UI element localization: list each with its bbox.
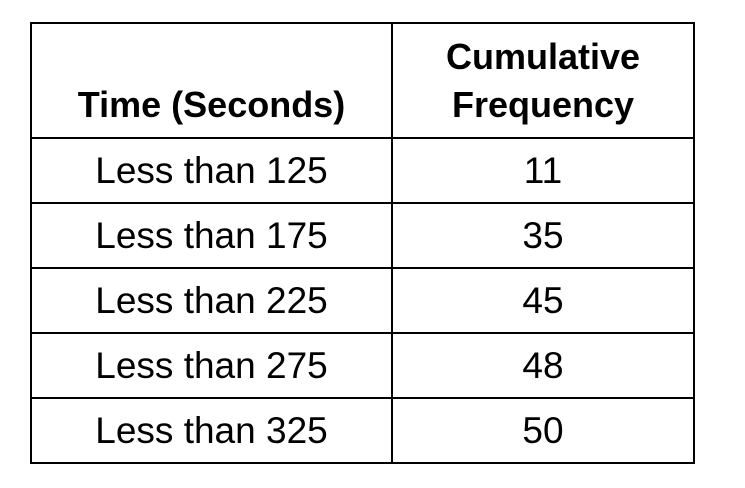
table-header: Time (Seconds) Cumulative Frequency xyxy=(30,22,695,139)
header-cumulative-label-line1: Cumulative xyxy=(445,36,641,77)
time-cell: Less than 175 xyxy=(30,202,393,269)
header-time: Time (Seconds) xyxy=(30,22,393,139)
time-cell: Less than 125 xyxy=(30,137,393,204)
header-cumulative-frequency: Cumulative Frequency xyxy=(391,22,695,139)
header-time-label: Time (Seconds) xyxy=(77,84,346,125)
frequency-cell: 50 xyxy=(391,397,695,464)
header-row: Time (Seconds) Cumulative Frequency xyxy=(30,22,695,139)
frequency-cell: 35 xyxy=(391,202,695,269)
header-cumulative-label-line2: Frequency xyxy=(451,84,635,125)
time-cell: Less than 325 xyxy=(30,397,393,464)
time-cell: Less than 275 xyxy=(30,332,393,399)
cumulative-frequency-table: Time (Seconds) Cumulative Frequency Less… xyxy=(30,22,695,464)
table-row: Less than 325 50 xyxy=(30,397,695,464)
table-row: Less than 125 11 xyxy=(30,137,695,204)
time-cell: Less than 225 xyxy=(30,267,393,334)
frequency-cell: 11 xyxy=(391,137,695,204)
table-body: Less than 125 11 Less than 175 35 Less t… xyxy=(30,137,695,464)
table-row: Less than 225 45 xyxy=(30,267,695,334)
table-row: Less than 175 35 xyxy=(30,202,695,269)
table-row: Less than 275 48 xyxy=(30,332,695,399)
frequency-cell: 48 xyxy=(391,332,695,399)
frequency-cell: 45 xyxy=(391,267,695,334)
